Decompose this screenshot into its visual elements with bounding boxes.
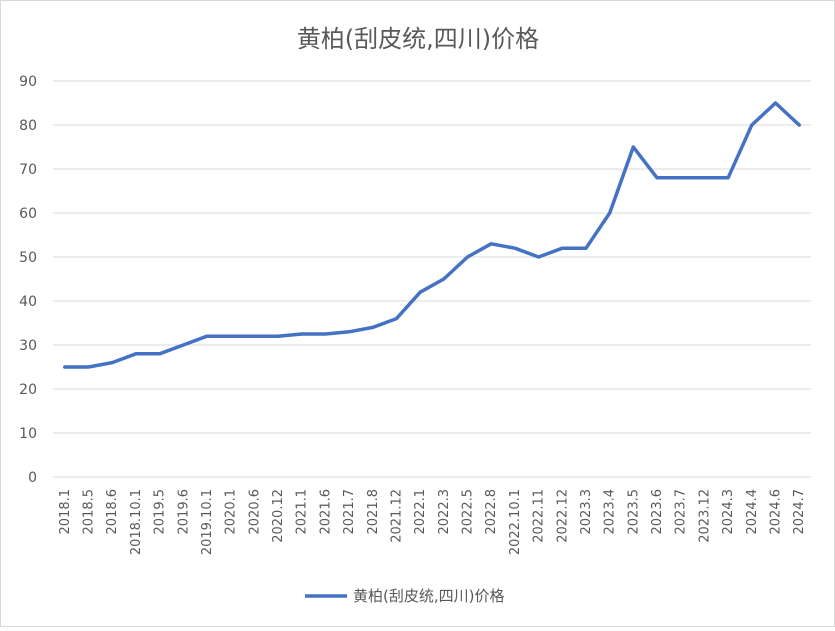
- data-point: [252, 334, 256, 338]
- data-point: [300, 332, 304, 336]
- x-tick-label: 2020.6: [247, 489, 262, 535]
- x-tick-label: 2022.3: [437, 489, 452, 535]
- data-point: [110, 361, 114, 365]
- data-point: [418, 290, 422, 294]
- data-point: [489, 242, 493, 246]
- x-axis-ticks: 2018.1 2018.5 2018.6 2018.10.1 2019.5 2019.6 2…: [58, 489, 807, 555]
- y-axis-ticks: 0 10 20 30 40 50 60 70 80 90: [19, 74, 37, 486]
- series-layer: [63, 101, 801, 369]
- data-point: [229, 334, 233, 338]
- data-point: [394, 317, 398, 321]
- x-tick-label: 2022.8: [484, 489, 499, 535]
- x-tick-label: 2024.6: [768, 489, 783, 535]
- data-point: [773, 101, 777, 105]
- data-point: [513, 246, 517, 250]
- y-tick-label: 80: [19, 118, 37, 134]
- data-point: [63, 365, 67, 369]
- y-tick-label: 30: [19, 338, 37, 354]
- x-tick-label: 2021.1: [295, 489, 310, 535]
- x-tick-label: 2023.3: [579, 489, 594, 535]
- y-tick-label: 10: [19, 426, 37, 442]
- data-point: [371, 325, 375, 329]
- legend-label: 黄柏(刮皮统,四川)价格: [353, 587, 504, 605]
- x-tick-label: 2019.5: [153, 489, 168, 535]
- data-point: [466, 255, 470, 259]
- data-point: [584, 246, 588, 250]
- x-tick-label: 2020.12: [271, 489, 286, 543]
- data-point: [87, 365, 91, 369]
- x-tick-label: 2024.4: [745, 489, 760, 535]
- series-line: [63, 101, 801, 369]
- data-point: [181, 343, 185, 347]
- data-point: [205, 334, 209, 338]
- y-tick-label: 70: [19, 162, 37, 178]
- chart-title: 黄柏(刮皮统,四川)价格: [297, 25, 539, 53]
- y-tick-label: 90: [19, 74, 37, 90]
- x-tick-label: 2018.10.1: [129, 489, 144, 555]
- legend: 黄柏(刮皮统,四川)价格: [305, 587, 504, 605]
- y-tick-label: 40: [19, 294, 37, 310]
- y-tick-label: 0: [28, 470, 37, 486]
- x-tick-label: 2018.6: [105, 489, 120, 535]
- data-point: [134, 352, 138, 356]
- x-tick-label: 2024.7: [792, 489, 807, 535]
- data-point: [631, 145, 635, 149]
- x-tick-label: 2022.1: [413, 489, 428, 535]
- x-tick-label: 2022.11: [532, 489, 547, 543]
- x-tick-label: 2023.12: [697, 489, 712, 543]
- gridlines: [53, 80, 811, 478]
- x-tick-label: 2024.3: [721, 489, 736, 535]
- data-point: [655, 176, 659, 180]
- y-tick-label: 50: [19, 250, 37, 266]
- x-tick-label: 2019.6: [176, 489, 191, 535]
- data-point: [323, 332, 327, 336]
- x-tick-label: 2019.10.1: [200, 489, 215, 555]
- data-point: [679, 176, 683, 180]
- data-point: [608, 211, 612, 215]
- x-tick-label: 2021.8: [366, 489, 381, 535]
- x-tick-label: 2020.1: [224, 489, 239, 535]
- data-point: [560, 246, 564, 250]
- x-tick-label: 2023.6: [650, 489, 665, 535]
- x-tick-label: 2022.5: [461, 489, 476, 535]
- x-tick-label: 2023.7: [674, 489, 689, 535]
- data-point: [750, 123, 754, 127]
- x-tick-label: 2022.12: [555, 489, 570, 543]
- x-tick-label: 2021.6: [318, 489, 333, 535]
- data-point: [537, 255, 541, 259]
- data-point: [347, 330, 351, 334]
- data-point: [158, 352, 162, 356]
- y-tick-label: 20: [19, 382, 37, 398]
- x-tick-label: 2021.12: [389, 489, 404, 543]
- x-tick-label: 2018.5: [82, 489, 97, 535]
- x-tick-label: 2023.5: [626, 489, 641, 535]
- x-tick-label: 2021.7: [342, 489, 357, 535]
- data-point: [702, 176, 706, 180]
- x-tick-label: 2023.4: [603, 489, 618, 535]
- x-tick-label: 2022.10.1: [508, 489, 523, 555]
- data-point: [726, 176, 730, 180]
- y-tick-label: 60: [19, 206, 37, 222]
- data-point: [276, 334, 280, 338]
- data-point: [442, 277, 446, 281]
- x-tick-label: 2018.1: [58, 489, 73, 535]
- data-point: [797, 123, 801, 127]
